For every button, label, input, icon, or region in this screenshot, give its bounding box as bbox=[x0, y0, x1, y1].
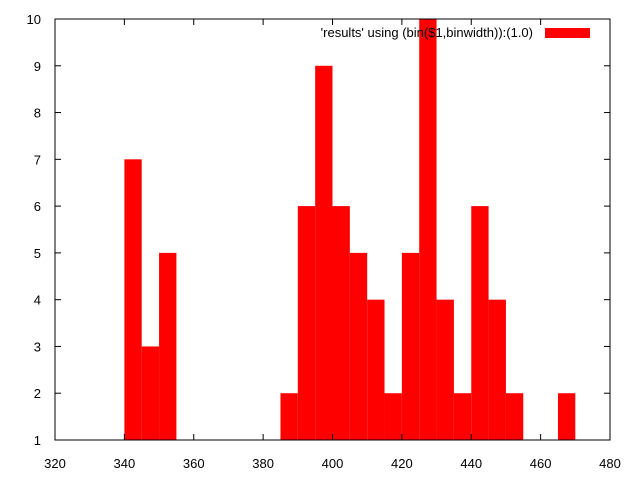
bar bbox=[297, 206, 316, 440]
x-tick-label: 440 bbox=[460, 456, 482, 471]
x-tick-label: 380 bbox=[252, 456, 274, 471]
y-tick-label: 7 bbox=[34, 152, 41, 167]
x-tick-label: 320 bbox=[44, 456, 66, 471]
bar bbox=[471, 206, 489, 440]
y-tick-label: 3 bbox=[34, 339, 41, 354]
bar bbox=[332, 206, 350, 440]
x-tick-label: 340 bbox=[114, 456, 136, 471]
bar bbox=[124, 159, 142, 441]
legend-swatch bbox=[545, 28, 590, 38]
x-tick-label: 400 bbox=[322, 456, 344, 471]
y-tick-label: 5 bbox=[34, 246, 41, 261]
legend: 'results' using (bin($1,binwidth)):(1.0) bbox=[321, 25, 590, 40]
y-tick-label: 4 bbox=[34, 293, 41, 308]
bar bbox=[453, 393, 472, 440]
legend-label: 'results' using (bin($1,binwidth)):(1.0) bbox=[321, 25, 533, 40]
bar bbox=[315, 65, 333, 441]
bar bbox=[557, 393, 576, 440]
bar bbox=[349, 252, 368, 440]
bar bbox=[505, 393, 524, 440]
bar bbox=[367, 299, 385, 440]
y-tick-label: 8 bbox=[34, 106, 41, 121]
y-tick-label: 6 bbox=[34, 199, 41, 214]
ticks-group bbox=[54, 18, 611, 441]
y-tick-label: 2 bbox=[34, 386, 41, 401]
bar bbox=[436, 299, 454, 440]
bar bbox=[401, 252, 420, 440]
x-tick-label: 360 bbox=[183, 456, 205, 471]
bar bbox=[384, 393, 402, 440]
bar bbox=[419, 19, 437, 440]
x-tick-label: 420 bbox=[391, 456, 413, 471]
x-tick-label: 460 bbox=[530, 456, 552, 471]
bar bbox=[280, 393, 298, 440]
tick-labels-group: 320 340 360 380 400 420 440 460 480 1 2 3 4 5 6 7 8 9 10 bbox=[27, 12, 621, 471]
x-tick-label: 480 bbox=[599, 456, 621, 471]
bar bbox=[141, 346, 160, 440]
bar bbox=[159, 252, 177, 440]
y-tick-label: 10 bbox=[27, 12, 41, 27]
y-tick-label: 1 bbox=[34, 433, 41, 448]
bars-group bbox=[124, 19, 576, 441]
y-tick-label: 9 bbox=[34, 59, 41, 74]
bar bbox=[488, 299, 506, 440]
